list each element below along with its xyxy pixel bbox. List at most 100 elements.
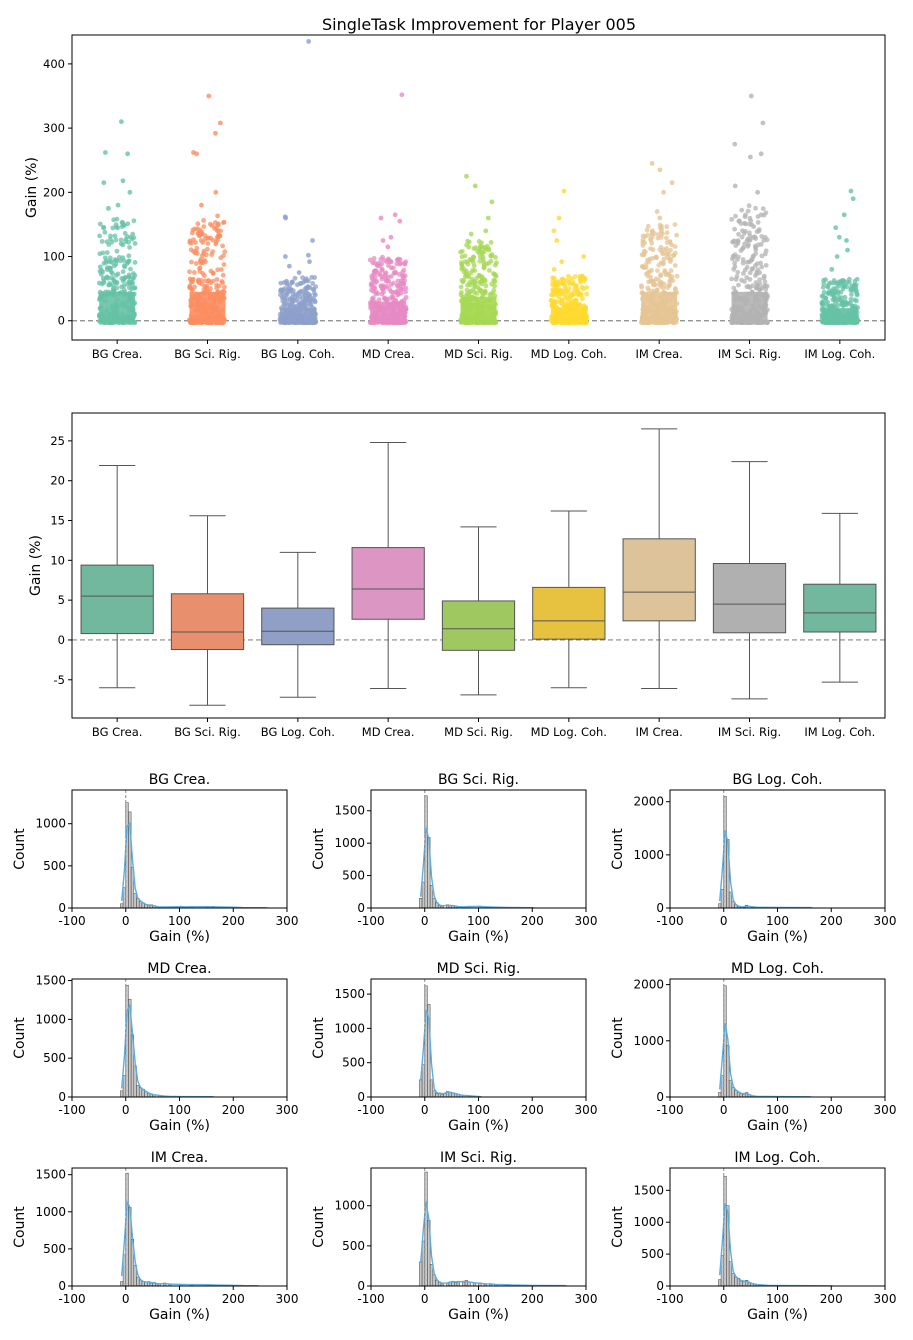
strip-point <box>753 205 758 211</box>
strip-point <box>470 260 476 265</box>
strip-point <box>280 287 286 293</box>
histogram-bar <box>739 1280 743 1287</box>
strip-point <box>97 221 103 227</box>
strip-point <box>472 290 478 296</box>
strip-point <box>746 237 752 243</box>
strip-outlier-point <box>748 93 754 99</box>
strip-point <box>398 280 404 286</box>
histogram-bar <box>120 1281 124 1287</box>
strip-point <box>757 277 763 283</box>
strip-series <box>548 188 590 326</box>
x-tick-label: -100 <box>58 1103 85 1117</box>
y-tick-label: 2000 <box>633 795 664 809</box>
x-tick-label: 300 <box>575 1103 598 1117</box>
strip-point <box>660 251 666 257</box>
x-tick-label: 300 <box>874 914 897 928</box>
y-tick-label: 1000 <box>334 1021 365 1035</box>
strip-point <box>113 272 119 278</box>
strip-point <box>220 243 226 249</box>
box-item <box>441 526 516 696</box>
strip-point <box>118 237 124 243</box>
strip-point <box>852 278 858 284</box>
x-tick-label: 200 <box>521 1103 544 1117</box>
strip-point <box>744 259 750 265</box>
strip-outlier-point <box>191 150 196 155</box>
y-tick-label: 0 <box>656 1090 664 1104</box>
strip-point <box>471 278 477 284</box>
strip-point <box>490 290 496 296</box>
strip-point <box>658 260 664 266</box>
strip-point <box>130 231 136 237</box>
strip-point <box>107 265 113 271</box>
strip-point <box>403 289 408 295</box>
histogram-bar <box>429 1264 434 1287</box>
box-item <box>712 461 787 700</box>
y-axis-label: Count <box>311 828 327 870</box>
y-axis-label: Gain (%) <box>24 157 40 218</box>
strip-point <box>300 275 305 280</box>
strip-outlier-point <box>489 199 495 205</box>
strip-point <box>645 232 651 238</box>
y-tick-label: -5 <box>54 673 65 687</box>
strip-point <box>187 240 193 246</box>
strip-outlier-point <box>844 238 849 243</box>
y-tick-label: 200 <box>43 185 65 199</box>
strip-point <box>749 266 755 272</box>
strip-point <box>282 301 287 307</box>
y-axis-label: Count <box>610 1017 626 1059</box>
y-tick-label: 1000 <box>35 817 66 831</box>
y-tick-label: 500 <box>43 1051 66 1065</box>
strip-outlier-point <box>841 212 847 218</box>
y-axis-label: Count <box>12 828 28 870</box>
axes-frame <box>370 1167 587 1287</box>
strip-point <box>222 249 228 255</box>
histogram-bar <box>419 898 423 909</box>
strip-outlier-point <box>296 270 302 275</box>
histogram-bar <box>731 1087 735 1098</box>
strip-point <box>564 294 570 300</box>
histogram-bar <box>739 1093 743 1098</box>
strip-point <box>99 267 104 273</box>
strip-point <box>661 281 667 287</box>
histogram-bar <box>728 891 733 909</box>
strip-point <box>131 275 136 281</box>
x-axis-label: Gain (%) <box>747 1307 808 1323</box>
y-axis-label: Count <box>610 828 626 870</box>
strip-outlier-point <box>836 234 842 240</box>
strip-point <box>114 285 120 291</box>
strip-point <box>132 260 138 265</box>
strip-point <box>310 286 316 292</box>
strip-point <box>278 280 284 286</box>
box-item <box>622 428 696 690</box>
strip-point <box>295 291 301 297</box>
strip-point <box>735 238 741 244</box>
x-tick-label: -100 <box>357 1292 384 1306</box>
strip-outlier-point <box>559 259 565 265</box>
strip-point <box>562 301 568 306</box>
strip-point <box>221 253 226 259</box>
x-tick-label: 100 <box>168 1103 191 1117</box>
subplot-title: MD Sci. Rig. <box>437 961 521 977</box>
strip-point <box>656 281 662 287</box>
strip-point-cluster <box>641 291 678 323</box>
x-tick-label: 200 <box>222 1103 245 1117</box>
strip-point <box>201 224 207 229</box>
x-tick-label: 100 <box>766 1103 789 1117</box>
y-tick-label: 2000 <box>633 978 664 992</box>
x-tick-label: IM Crea. <box>636 347 683 361</box>
strip-point-cluster <box>99 291 136 323</box>
strip-point <box>215 267 221 273</box>
strip-outlier-point <box>217 120 223 126</box>
strip-point <box>104 274 110 280</box>
density-curve <box>719 1022 812 1098</box>
x-tick-label: -100 <box>357 914 384 928</box>
x-tick-label: 0 <box>720 1103 728 1117</box>
strip-outlier-point <box>657 215 663 221</box>
strip-point <box>374 262 380 268</box>
strip-point <box>729 276 735 282</box>
strip-point-cluster <box>731 291 768 323</box>
strip-point <box>749 222 755 228</box>
x-tick-label: 100 <box>467 1292 490 1306</box>
strip-point <box>120 269 126 275</box>
